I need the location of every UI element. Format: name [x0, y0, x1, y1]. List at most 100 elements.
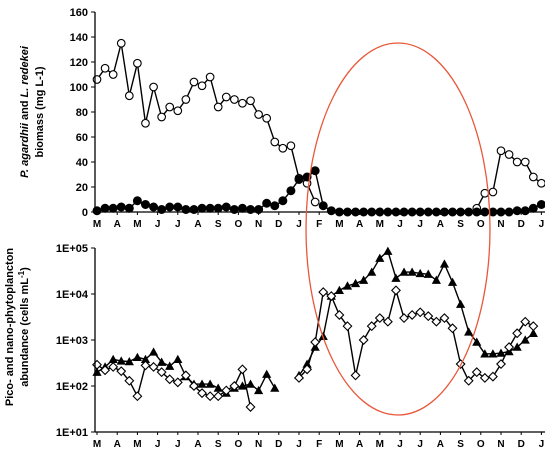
bottom-month-label: J: [175, 439, 181, 450]
bottom-series-1-point: [100, 365, 111, 376]
top-series-1-point: [528, 203, 538, 213]
top-series-1-point: [165, 202, 175, 212]
top-y-tick-label: 140: [70, 32, 88, 44]
bottom-series-1-point: [431, 316, 442, 327]
highlight-ellipse: [305, 42, 491, 416]
bottom-series-1-point: [512, 328, 523, 339]
top-month-label: N: [497, 219, 504, 230]
bottom-series-1-point: [116, 366, 127, 377]
bottom-series-line: [298, 287, 534, 383]
top-y-axis-title: P. agardhii and L. redekei: [19, 45, 31, 178]
bottom-series-1-point: [188, 381, 199, 391]
top-series: [92, 38, 545, 217]
top-series-0-point: [108, 70, 118, 79]
bottom-month-label: A: [356, 439, 363, 450]
bottom-ylabel-main: abundance (cells mL: [19, 278, 31, 387]
bottom-month-label: J: [155, 439, 161, 450]
bottom-y-tick-label: 1E+04: [56, 289, 89, 301]
bottom-series-0-point: [197, 379, 207, 388]
bottom-series-1-point: [132, 391, 143, 402]
top-series-0-point: [537, 178, 545, 188]
bottom-series-0-point: [116, 356, 126, 365]
bottom-series-0-point: [447, 277, 458, 286]
bottom-month-label: M: [335, 439, 343, 450]
bottom-series-1-point: [374, 313, 385, 324]
top-series-0-point: [254, 110, 263, 119]
bottom-series-1-point: [92, 359, 102, 370]
top-series-0-point: [488, 187, 498, 197]
bottom-series-0-point: [262, 369, 272, 378]
top-series-0-point: [238, 98, 247, 108]
bottom-series-0-point: [173, 354, 183, 364]
bottom-series-1-point: [156, 367, 167, 378]
top-month-label: D: [275, 219, 282, 230]
bottom-series-1-point: [221, 385, 232, 396]
bottom-series-0-point: [399, 267, 409, 276]
bottom-series-0-point: [302, 359, 312, 368]
top-month-label: O: [477, 219, 485, 230]
bottom-series-0-point: [140, 354, 151, 364]
top-series-1-point: [116, 202, 126, 212]
bottom-month-label: A: [437, 439, 444, 450]
bottom-series-0-point: [520, 335, 530, 344]
bottom-series-1-point: [399, 313, 410, 324]
bottom-series-1-point: [124, 375, 135, 386]
bottom-y-ticks: 1E+01 1E+02 1E+03 1E+04 1E+05: [56, 243, 95, 439]
top-month-label: D: [518, 219, 525, 230]
top-series-0-point: [270, 137, 280, 147]
top-series-0-point: [221, 92, 231, 102]
bottom-series-1-point: [350, 370, 361, 381]
top-series-1-point: [237, 203, 247, 213]
bottom-series-1-point: [496, 359, 506, 370]
top-month-label: J: [539, 219, 545, 230]
bottom-series-0-point: [334, 285, 344, 295]
bottom-y-axis-title: Pico- and nano-phytoplancton: [4, 248, 16, 407]
bottom-series-0-point: [359, 275, 369, 284]
top-month-label: F: [316, 219, 322, 230]
top-series-1-point: [197, 203, 207, 213]
bottom-series-1-point: [318, 287, 329, 298]
bottom-series-1-point: [334, 309, 345, 320]
bottom-series-1-point: [479, 372, 490, 383]
bottom-month-label: A: [114, 439, 121, 450]
bottom-month-label: O: [477, 439, 485, 450]
top-series-0-point: [92, 75, 102, 84]
top-series-1-point: [310, 166, 320, 176]
bottom-series-1-point: [140, 360, 151, 371]
top-month-label: A: [114, 219, 121, 230]
bottom-series-0-point: [254, 385, 264, 395]
bottom-series-0-point: [456, 299, 466, 308]
top-series-0-point: [124, 91, 134, 101]
bottom-series-1-point: [382, 316, 393, 327]
top-month-label: J: [417, 219, 423, 230]
bottom-series-1-point: [447, 323, 458, 334]
bottom-month-label: M: [93, 439, 101, 450]
bottom-series-1-point: [294, 372, 304, 383]
top-series-1-point: [262, 198, 272, 208]
bottom-series-1-point: [164, 374, 175, 385]
bottom-series-0-point: [472, 337, 482, 346]
bottom-month-label: J: [417, 439, 423, 450]
top-month-label: M: [133, 219, 141, 230]
top-series-1-point: [132, 196, 142, 206]
bottom-y-tick-label: 1E+01: [56, 427, 88, 439]
top-y-axis-title-line2: biomass (mg L-1): [34, 66, 46, 157]
top-series-0-point: [213, 102, 223, 112]
bottom-series-0-point: [213, 383, 223, 392]
top-ylabel-mid: and: [19, 97, 31, 123]
bottom-series-0-point: [342, 281, 353, 290]
bottom-series-1-point: [423, 311, 434, 322]
top-series-0-point: [149, 82, 158, 92]
top-y-ticks: 0 20 40 60 80 100 120 140 160: [70, 7, 95, 219]
top-series-1-point: [108, 203, 118, 213]
bottom-series-0-point: [431, 275, 441, 284]
top-month-label: J: [397, 219, 403, 230]
top-series-0-point: [310, 197, 320, 207]
bottom-month-label: J: [397, 439, 403, 450]
bottom-series-0-point: [464, 327, 474, 336]
top-series-1-point: [536, 200, 545, 209]
top-month-label: A: [356, 219, 363, 230]
top-y-tick-label: 20: [76, 182, 88, 194]
top-month-label: S: [215, 219, 222, 230]
